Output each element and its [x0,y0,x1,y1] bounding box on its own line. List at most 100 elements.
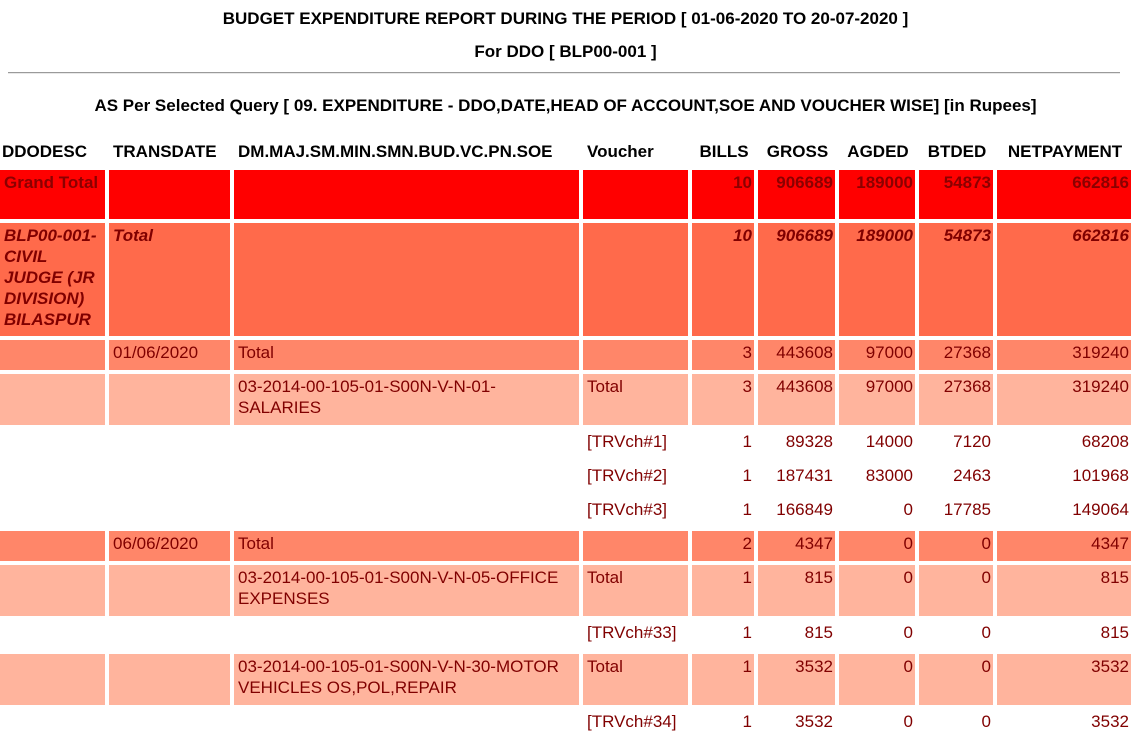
table-header-row: DDODESC TRANSDATE DM.MAJ.SM.MIN.SMN.BUD.… [0,133,1131,166]
table-row-vch: [TRVch#34] 1 3532 0 0 3532 [0,709,1131,739]
cell-netpayment: 815 [997,565,1131,616]
col-header-voucher: Voucher [583,133,688,166]
table-row-date: 01/06/2020 Total 3 443608 97000 27368 319240 [0,340,1131,370]
cell-voucher: [TRVch#34] [583,709,688,739]
table-row-vch: [TRVch#3] 1 166849 0 17785 149064 [0,497,1131,527]
cell-transdate [109,709,230,739]
cell-head-of-account: 03-2014-00-105-01-S00N-V-N-01-SALARIES [234,374,579,425]
cell-voucher [583,223,688,336]
cell-netpayment: 101968 [997,463,1131,493]
table-row-head: 03-2014-00-105-01-S00N-V-N-01-SALARIES To… [0,374,1131,425]
cell-agded: 0 [839,709,915,739]
cell-ddodesc [0,497,105,527]
cell-bills: 1 [692,620,754,650]
cell-btded: 54873 [919,170,993,219]
cell-head-of-account: 03-2014-00-105-01-S00N-V-N-05-OFFICE EXP… [234,565,579,616]
cell-gross: 443608 [758,374,835,425]
cell-bills: 1 [692,709,754,739]
cell-ddodesc [0,374,105,425]
cell-voucher: [TRVch#2] [583,463,688,493]
cell-ddodesc [0,531,105,561]
cell-agded: 83000 [839,463,915,493]
cell-gross: 3532 [758,654,835,705]
cell-voucher: [TRVch#33] [583,620,688,650]
cell-netpayment: 319240 [997,374,1131,425]
cell-gross: 815 [758,565,835,616]
col-header-btded: BTDED [919,133,993,166]
cell-netpayment: 3532 [997,709,1131,739]
table-row-head: 03-2014-00-105-01-S00N-V-N-05-OFFICE EXP… [0,565,1131,616]
table-row-vch: [TRVch#33] 1 815 0 0 815 [0,620,1131,650]
cell-head-of-account: Total [234,531,579,561]
cell-netpayment: 68208 [997,429,1131,459]
cell-gross: 906689 [758,223,835,336]
query-description: AS Per Selected Query [ 09. EXPENDITURE … [94,96,1037,115]
cell-head-of-account: Total [234,340,579,370]
cell-transdate [109,429,230,459]
cell-btded: 0 [919,565,993,616]
cell-voucher [583,170,688,219]
cell-bills: 2 [692,531,754,561]
cell-agded: 0 [839,654,915,705]
cell-transdate [109,620,230,650]
cell-btded: 17785 [919,497,993,527]
cell-ddodesc [0,463,105,493]
cell-bills: 3 [692,374,754,425]
cell-voucher [583,340,688,370]
cell-ddodesc [0,429,105,459]
cell-voucher: Total [583,374,688,425]
table-row-ddo: BLP00-001-CIVIL JUDGE (JR DIVISION) BILA… [0,223,1131,336]
cell-transdate: 06/06/2020 [109,531,230,561]
cell-btded: 27368 [919,340,993,370]
cell-agded: 14000 [839,429,915,459]
cell-bills: 1 [692,429,754,459]
cell-ddodesc [0,565,105,616]
cell-gross: 443608 [758,340,835,370]
col-header-ddodesc: DDODESC [0,133,105,166]
cell-netpayment: 3532 [997,654,1131,705]
report-subtitle: For DDO [ BLP00-001 ] [474,42,657,61]
cell-ddodesc [0,620,105,650]
cell-head-of-account [234,497,579,527]
cell-voucher: Total [583,565,688,616]
cell-agded: 189000 [839,170,915,219]
cell-netpayment: 4347 [997,531,1131,561]
cell-head-of-account [234,709,579,739]
cell-agded: 97000 [839,374,915,425]
cell-netpayment: 662816 [997,170,1131,219]
cell-voucher: [TRVch#1] [583,429,688,459]
cell-ddodesc [0,340,105,370]
cell-btded: 2463 [919,463,993,493]
cell-gross: 89328 [758,429,835,459]
cell-head-of-account [234,463,579,493]
table-row-date: 06/06/2020 Total 2 4347 0 0 4347 [0,531,1131,561]
cell-btded: 0 [919,531,993,561]
table-row-vch: [TRVch#1] 1 89328 14000 7120 68208 [0,429,1131,459]
cell-btded: 0 [919,709,993,739]
cell-agded: 0 [839,531,915,561]
cell-bills: 1 [692,497,754,527]
cell-head-of-account [234,429,579,459]
cell-head-of-account [234,620,579,650]
cell-btded: 27368 [919,374,993,425]
cell-bills: 1 [692,565,754,616]
cell-netpayment: 149064 [997,497,1131,527]
cell-gross: 906689 [758,170,835,219]
cell-ddodesc [0,654,105,705]
cell-agded: 0 [839,565,915,616]
cell-agded: 0 [839,497,915,527]
cell-head-of-account [234,170,579,219]
cell-btded: 0 [919,654,993,705]
cell-agded: 97000 [839,340,915,370]
cell-transdate: Total [109,223,230,336]
col-header-transdate: TRANSDATE [109,133,230,166]
cell-netpayment: 815 [997,620,1131,650]
cell-transdate [109,654,230,705]
divider [8,72,1120,74]
cell-agded: 0 [839,620,915,650]
cell-netpayment: 662816 [997,223,1131,336]
col-header-netpayment: NETPAYMENT [997,133,1131,166]
cell-transdate [109,463,230,493]
cell-bills: 1 [692,654,754,705]
cell-btded: 7120 [919,429,993,459]
